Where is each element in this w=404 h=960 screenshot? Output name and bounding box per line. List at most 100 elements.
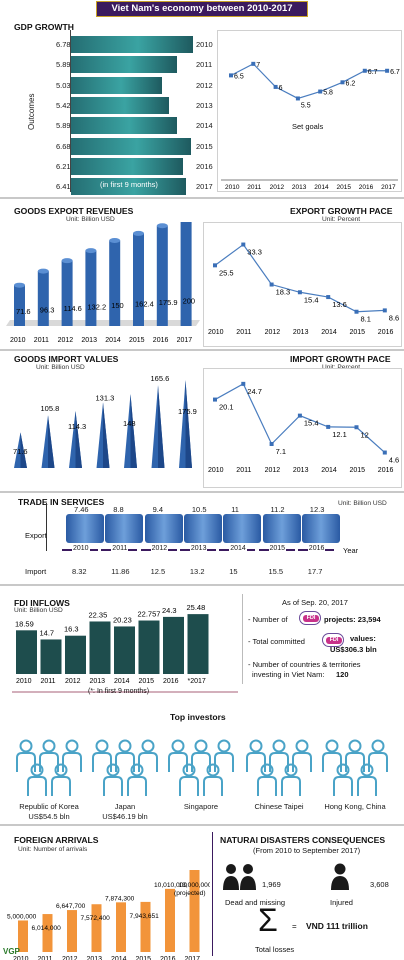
person-head — [217, 739, 231, 753]
import-pace-point — [297, 413, 302, 418]
goal-value-label: 6.7 — [390, 69, 400, 76]
goal-point — [340, 80, 345, 85]
arrivals-bar — [116, 902, 126, 952]
gdp-value-label: 6.41 — [56, 182, 71, 192]
arrivals-value-label: 6,647,700 — [56, 903, 86, 910]
export-bar — [156, 225, 168, 326]
goal-year-label: 2013 — [292, 184, 307, 191]
import-cone-shade — [130, 394, 137, 468]
export-bar — [109, 240, 121, 326]
fdi-year-label: 2015 — [139, 678, 155, 685]
goal-value-label: 5.5 — [301, 102, 311, 109]
gdp-year-label: 2013 — [196, 100, 213, 110]
fdi-bar — [89, 621, 111, 674]
export-pace-value-label: 33.3 — [247, 248, 262, 257]
fdi-year-label: 2013 — [90, 678, 106, 685]
import-pace-value-label: 20.1 — [219, 403, 234, 412]
fdi-logo-icon: FDI — [322, 633, 344, 647]
export-pace-line-chart: 25.5 33.3 18.3 15.4 13.6 8.1 8.6 2010 2011 2012 20… — [208, 242, 399, 336]
export-pace-year-label: 2016 — [378, 329, 394, 336]
export-year-label: 2011 — [34, 337, 49, 344]
gdp-year-label: 2010 — [196, 40, 213, 49]
person-head — [348, 739, 362, 753]
person-head — [371, 739, 385, 753]
arrivals-value-label: 6,014,000 — [32, 925, 62, 932]
brand-logo: VGP — [3, 947, 20, 956]
services-year-label: 2016 — [307, 545, 326, 552]
fdi-logo-text: FDI — [303, 615, 319, 622]
fdi-value-label: 25.48 — [187, 603, 206, 612]
export-bar-chart: 71.6 2010 96.3 2011 114.6 2012 132.2 2013 150 201… — [6, 222, 200, 344]
arrivals-year-label: 2017 — [185, 956, 201, 960]
arrivals-year-label: 2013 — [87, 956, 103, 960]
import-value-label: 71.6 — [13, 447, 28, 456]
services-axis — [46, 503, 47, 551]
fdi-countries-label-2: investing in Viet Nam: — [252, 670, 325, 679]
services-import-label: Import — [25, 567, 47, 576]
people-group-icon — [246, 739, 312, 796]
gdp-year-label: 2012 — [196, 80, 213, 90]
gdp-bar — [71, 178, 187, 196]
arrivals-bar — [67, 910, 77, 952]
import-pace-year-label: 2014 — [321, 467, 337, 474]
import-pace-point — [241, 381, 246, 386]
gdp-bar — [71, 96, 169, 114]
export-year-label: 2013 — [81, 337, 97, 344]
goal-year-label: 2010 — [225, 184, 240, 191]
gdp-value-label: 5.03 — [56, 80, 71, 90]
arrivals-value-label: 10,010,000 — [154, 882, 187, 889]
export-bar-top — [85, 248, 97, 254]
gdp-bar — [71, 36, 193, 53]
export-year-label: 2017 — [177, 337, 193, 344]
services-year-label: 2015 — [268, 545, 287, 552]
export-bar — [85, 250, 97, 326]
import-value-label: 148 — [123, 419, 136, 428]
investor-name: Hong Kong, China — [324, 802, 386, 811]
import-value-label: 105.8 — [41, 404, 60, 413]
investor-name: Singapore — [183, 802, 219, 811]
gdp-bar — [71, 157, 183, 175]
people-group-icon — [168, 739, 234, 796]
services-year-label: 2010 — [72, 545, 90, 552]
fdi-bar — [114, 626, 135, 674]
export-value-label: 71.6 — [16, 307, 31, 316]
divider — [0, 349, 404, 351]
person-head — [19, 739, 33, 753]
person-body — [257, 776, 277, 796]
arrivals-year-label: 2010 — [13, 956, 29, 960]
export-pace-value-label: 13.6 — [332, 300, 347, 309]
services-import-value: 13.2 — [189, 567, 205, 576]
losses-label: Total losses — [255, 945, 295, 954]
person-body — [191, 752, 211, 772]
fdi-value-label: 18.59 — [15, 619, 34, 628]
person-head — [130, 763, 144, 777]
person-body — [322, 752, 342, 772]
export-pace-point — [382, 308, 387, 313]
fdi-bar — [138, 620, 160, 674]
person-head — [260, 763, 274, 777]
fdi-committed-value-2: US$306.3 bln — [330, 645, 377, 654]
services-export-box — [105, 514, 144, 543]
divider — [0, 824, 404, 826]
fdi-bar — [187, 614, 209, 674]
fdi-countries-value: 120 — [336, 670, 349, 679]
export-pace-year-label: 2011 — [236, 329, 251, 336]
export-floor — [6, 320, 200, 326]
investor-name: Chinese Taipei — [254, 802, 304, 811]
gdp-value-label: 6.21 — [56, 161, 71, 171]
equals-sign: = — [292, 922, 297, 931]
people-group-icon — [92, 739, 158, 796]
export-pace-point — [297, 290, 302, 295]
export-year-label: 2016 — [153, 337, 169, 344]
fdi-bar — [65, 635, 86, 674]
arrivals-bar-chart: 5,000,000 2010 6,014,000 2011 6,647,700 2012 7… — [7, 870, 210, 960]
export-bar-top — [37, 268, 49, 274]
services-year-label: 2012 — [150, 545, 169, 552]
export-pace-point — [326, 295, 331, 300]
import-pace-value-label: 12.1 — [332, 430, 347, 439]
goal-point — [273, 84, 278, 89]
fdi-note: (*: In first 9 months) — [88, 688, 150, 695]
person-head — [272, 739, 286, 753]
export-pace-point — [213, 263, 217, 268]
gdp-value-label: 5.89 — [56, 121, 71, 131]
